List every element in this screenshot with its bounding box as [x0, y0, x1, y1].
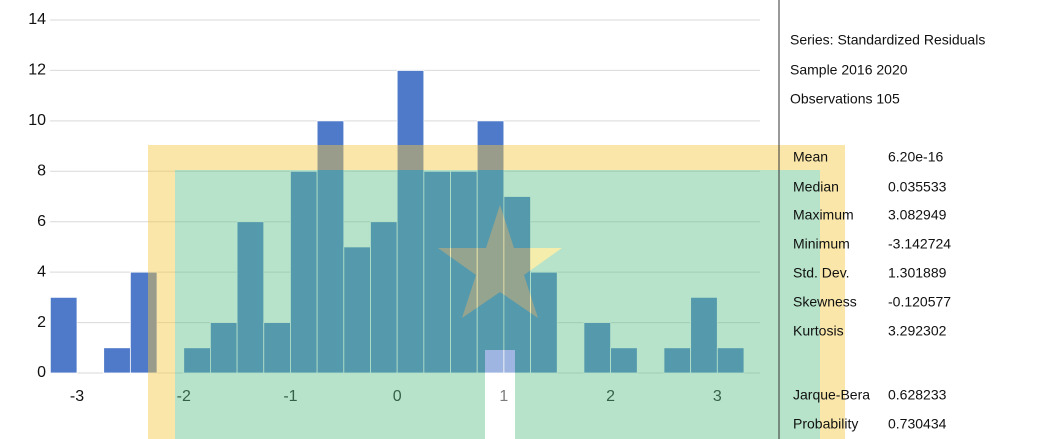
y-tick-label: 10 [28, 112, 46, 129]
stat-label: Mean [793, 149, 828, 165]
stat-value: 1.301889 [888, 265, 947, 281]
stat-value: 3.082949 [888, 207, 947, 223]
stat-label: Std. Dev. [793, 265, 850, 281]
y-tick-label: 0 [37, 364, 46, 381]
stat-value: 0.628233 [888, 387, 947, 403]
stat-label: Maximum [793, 207, 854, 223]
overlay-stripe [485, 350, 515, 439]
stat-value: 3.292302 [888, 323, 947, 339]
stats-header: Sample 2016 2020 [790, 62, 908, 78]
y-tick-label: 4 [37, 263, 46, 280]
stats-header: Series: Standardized Residuals [790, 32, 985, 48]
overlay-image [148, 145, 845, 439]
stat-label: Skewness [793, 294, 857, 310]
stat-label: Minimum [793, 236, 850, 252]
stat-label: Kurtosis [793, 323, 844, 339]
y-tick-label: 12 [28, 62, 46, 79]
x-tick-label: -3 [70, 388, 84, 405]
stat-value: 6.20e-16 [888, 149, 943, 165]
y-tick-label: 6 [37, 213, 46, 230]
chart: 02468101214-3-2-10123 Series: Standardiz… [0, 0, 1048, 439]
stat-label: Probability [793, 416, 858, 432]
y-tick-label: 8 [37, 163, 46, 180]
stat-value: 0.730434 [888, 416, 947, 432]
stat-value: -3.142724 [888, 236, 951, 252]
stats-header: Observations 105 [790, 91, 900, 107]
stat-value: 0.035533 [888, 179, 947, 195]
y-tick-label: 14 [28, 11, 46, 28]
stat-value: -0.120577 [888, 294, 951, 310]
bar [50, 297, 77, 373]
bar [104, 348, 131, 373]
stat-label: Median [793, 179, 839, 195]
y-tick-label: 2 [37, 314, 46, 331]
stat-label: Jarque-Bera [793, 387, 870, 403]
